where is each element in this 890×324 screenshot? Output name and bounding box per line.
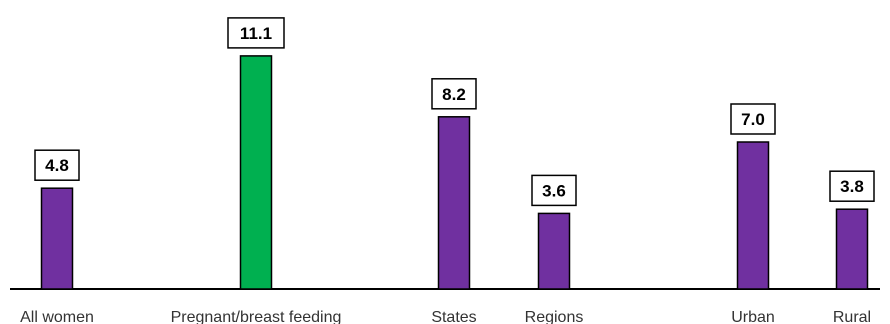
category-label-all-women: All women xyxy=(20,309,94,324)
category-label-urban: Urban xyxy=(731,309,775,324)
bar-states xyxy=(437,116,471,290)
category-label-rural: Rural xyxy=(833,309,871,324)
data-label-rural: 3.8 xyxy=(840,177,864,196)
data-label-urban: 7.0 xyxy=(741,110,765,129)
bar-rural xyxy=(835,208,869,290)
data-label-box-rural xyxy=(829,170,875,202)
data-label-box-regions xyxy=(531,174,577,207)
bar-regions xyxy=(537,212,571,290)
data-label-box-all-women xyxy=(34,149,80,181)
data-label-box-urban xyxy=(730,103,776,135)
category-label-regions: Regions xyxy=(525,309,584,324)
data-label-pregnant-breast-feeding: 11.1 xyxy=(240,24,272,43)
bar-pregnant-breast-feeding xyxy=(239,55,273,290)
bar-all-women xyxy=(40,187,74,290)
bar-urban xyxy=(736,141,770,290)
category-label-states: States xyxy=(431,309,476,324)
data-label-box-states xyxy=(431,78,477,110)
data-label-states: 8.2 xyxy=(442,85,466,104)
data-label-all-women: 4.8 xyxy=(45,156,69,175)
data-label-regions: 3.6 xyxy=(542,181,566,200)
data-label-box-pregnant-breast-feeding xyxy=(227,17,285,49)
category-label-pregnant-breast-feeding: Pregnant/breast feeding xyxy=(171,309,342,324)
